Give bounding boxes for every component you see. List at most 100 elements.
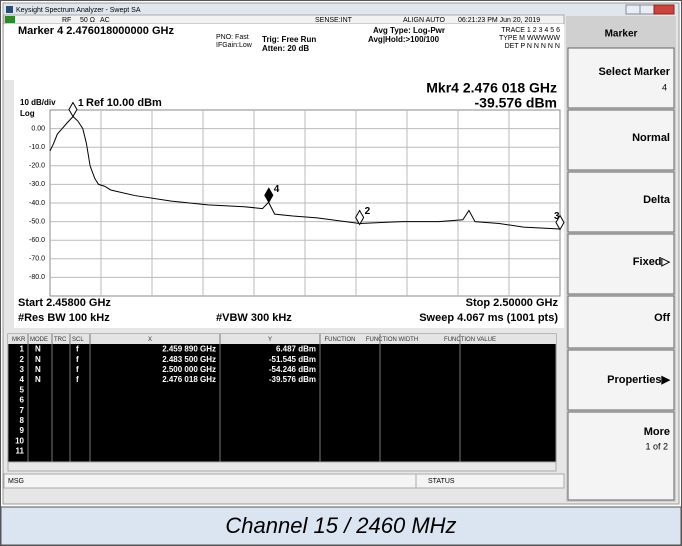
start-label: Start 2.45800 GHz [18,297,111,309]
softkey[interactable] [567,411,675,501]
table-header [8,334,556,344]
table-scrollbar[interactable] [7,461,557,472]
softkey-value: 4 [662,82,667,92]
vbw-label: #VBW 300 kHz [216,312,292,324]
log-label: Log [20,109,35,118]
marker-label: 2 [365,206,371,217]
column-header: FUNCTION [325,337,356,343]
scale-label: 10 dB/div [20,98,56,107]
table-cell: 3 [20,365,25,374]
table-cell: 10 [15,436,24,445]
softkey[interactable] [567,171,675,233]
marker-label: 1 [78,98,84,109]
table-cell: -51.545 dBm [269,355,316,364]
marker [264,187,274,204]
impedance-label: 50 Ω [80,17,95,24]
table-cell: f [76,355,79,364]
close-button[interactable] [653,4,675,15]
readout-freq: Mkr4 2.476 018 GHz [426,80,557,96]
rbw-label: #Res BW 100 kHz [18,312,110,324]
softkey-label: Fixed▷ [633,256,671,268]
softkey[interactable] [567,233,675,295]
y-tick-label: -50.0 [29,218,45,225]
table-cell: N [35,365,41,374]
table-cell: N [35,345,41,354]
atten-label: Atten: 20 dB [262,44,309,53]
y-tick-label: -70.0 [29,256,45,263]
softkey-label: Normal [632,132,670,144]
table-cell: f [76,375,79,384]
marker [555,214,565,231]
y-tick-label: -30.0 [29,181,45,188]
softkey-label: Off [654,312,670,324]
softkey-label: More [644,426,670,438]
marker-label: 3 [554,211,560,222]
readout-level: -39.576 dBm [475,95,557,111]
softkey[interactable] [567,109,675,171]
column-header: SCL [72,337,84,343]
softkey-label: Properties▶ [607,374,670,386]
table-cell: 1 [20,345,25,354]
table-body: MKR MODE TRC SCL X Y FUNCTION FUNCTION WIDTH FUN… [12,334,496,462]
table-cell: 2.476 018 GHz [162,375,216,384]
maximize-button[interactable] [639,4,655,15]
rf-label: RF [62,17,71,24]
softkey[interactable] [567,47,675,109]
menu-title: Marker [605,29,638,40]
table-cell: -54.246 dBm [269,365,316,374]
table-cell: 6 [20,396,25,405]
column-header: FUNCTION WIDTH [366,337,418,343]
marker-title: Marker 4 2.476018000000 GHz [18,25,174,37]
y-tick-label: -10.0 [29,144,45,151]
softkey[interactable] [567,295,675,349]
table-cell: 2 [20,355,25,364]
ref-label: Ref 10.00 dBm [86,97,162,109]
avg-type-label: Avg Type: Log-Pwr [373,26,445,35]
datetime-label: 06:21:23 PM Jun 20, 2019 [458,17,540,24]
caption: Channel 15 / 2460 MHz [225,513,456,538]
softkey-label: Select Marker [598,66,670,78]
trace-label: TRACE 1 2 3 4 5 6 [501,27,560,34]
column-header: Y [268,337,272,343]
status-label: STATUS [428,478,455,485]
column-header: MODE [30,337,48,343]
table-cell: 2.459 890 GHz [162,345,216,354]
align-label: ALIGN AUTO [403,17,445,24]
table-cell: 4 [20,375,25,384]
header-area [4,24,564,80]
column-header: FUNCTION VALUE [444,337,496,343]
det-label: DET P N N N N N [505,43,560,50]
stop-label: Stop 2.50000 GHz [466,297,559,309]
msg-bar [3,473,565,489]
sense-label: SENSE:INT [315,17,353,24]
table-cell: 8 [20,416,25,425]
y-tick-label: 0.00 [31,125,45,132]
ifgain-label: IFGain:Low [216,42,253,49]
table-cell: 6.487 dBm [276,345,316,354]
y-tick-label: -60.0 [29,237,45,244]
table-cell: -39.576 dBm [269,375,316,384]
table-cell: 5 [20,385,25,394]
plot: 0.00 -10.0 -20.0 -30.0 -40.0 -50.0 -60.0 -70.0 -… [29,98,565,297]
y-tick-label: -80.0 [29,274,45,281]
pno-label: PNO: Fast [216,34,249,41]
marker-table [7,333,557,472]
marker-label: 4 [274,184,280,195]
softkey-value: 1 of 2 [645,441,668,451]
column-header: TRC [54,337,67,343]
window-title: Keysight Spectrum Analyzer - Swept SA [16,7,141,14]
column-header: MKR [12,337,26,343]
softkey-label: Delta [643,194,671,206]
sweep-label: Sweep 4.067 ms (1001 pts) [419,312,558,324]
y-tick-label: -40.0 [29,200,45,207]
softkeys [567,47,675,501]
caption-band [0,506,682,546]
y-tick-label: -20.0 [29,163,45,170]
softkey[interactable] [567,349,675,411]
title-bar [4,4,678,15]
table-cell: 2.483 500 GHz [162,355,216,364]
table-cell: 7 [20,406,25,415]
trig-label: Trig: Free Run [262,35,316,44]
minimize-button[interactable] [625,4,641,15]
